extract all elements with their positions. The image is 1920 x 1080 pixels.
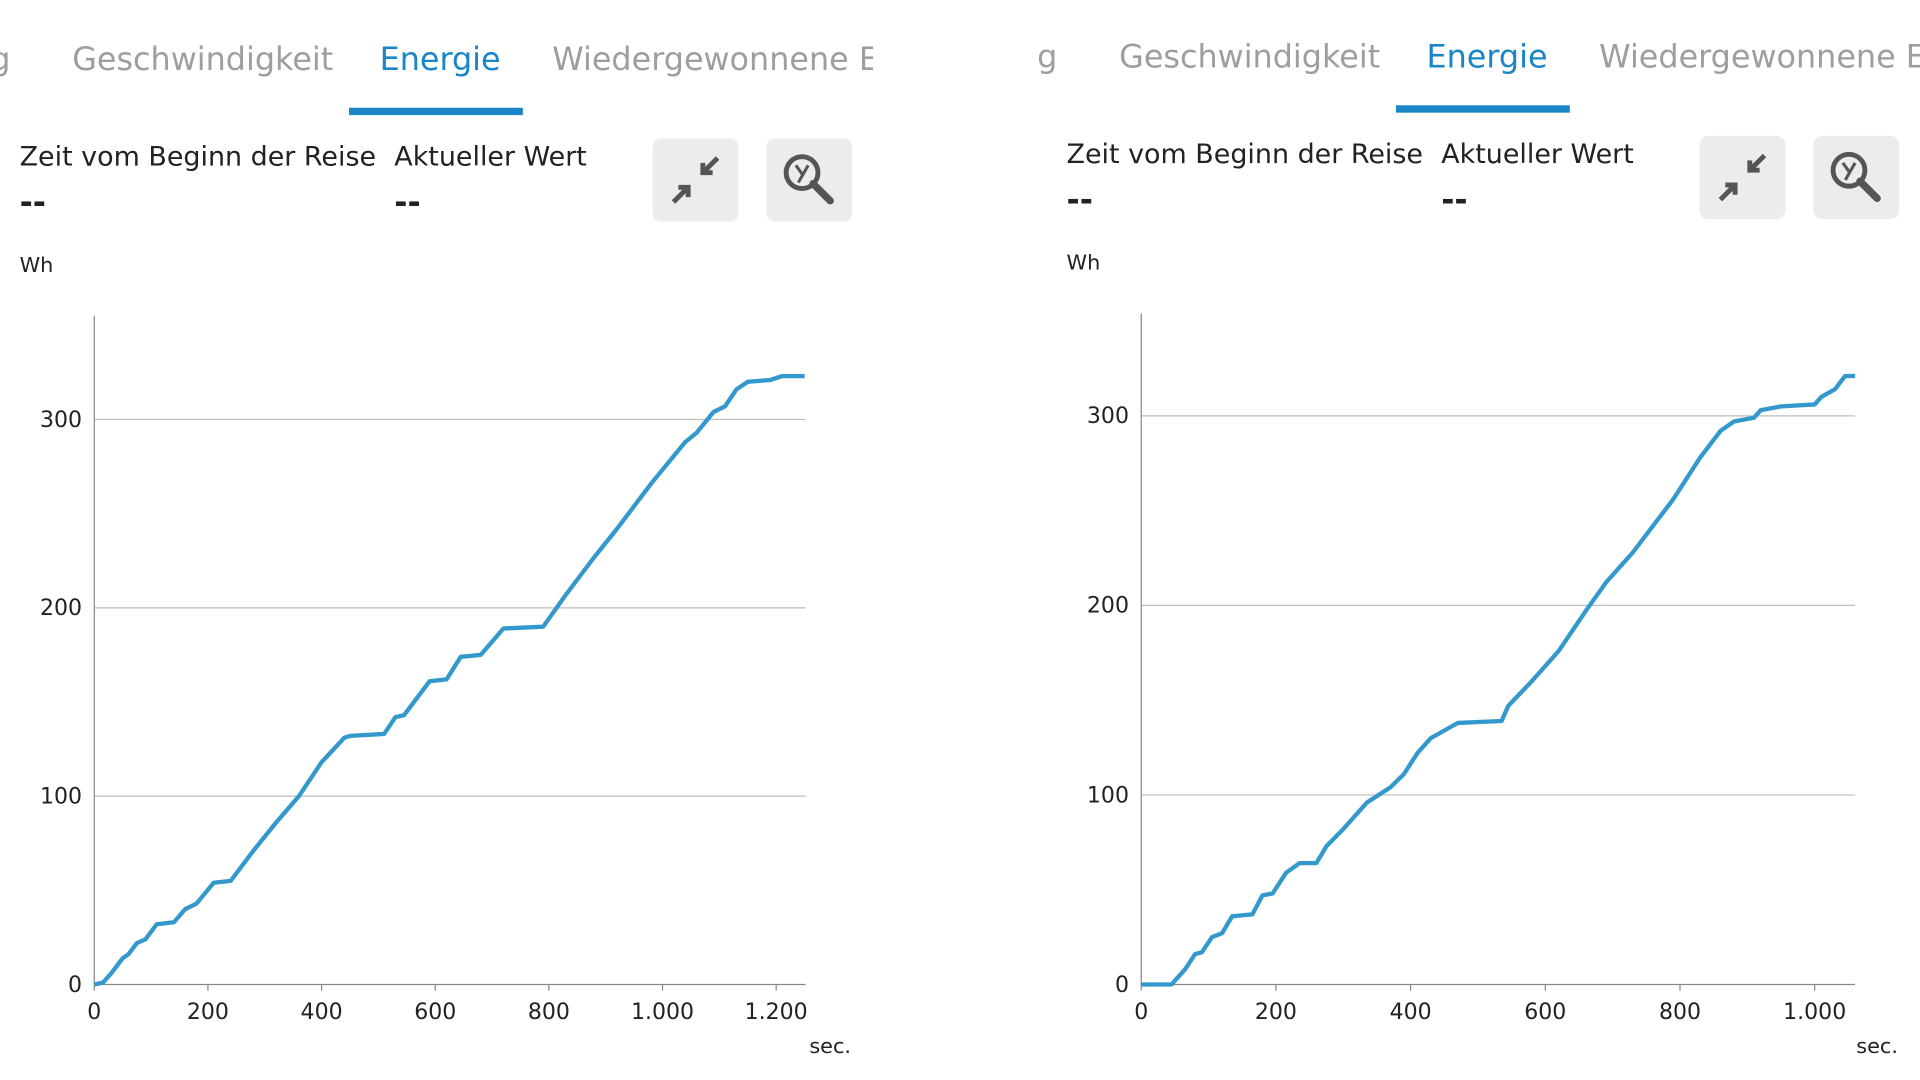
zoom-icon	[794, 164, 810, 184]
label: Zeit vom Beginn der Reise	[1067, 139, 1423, 170]
x-tick-label: 1.200	[745, 1000, 808, 1025]
data-line	[1141, 373, 1856, 987]
y-axis-label: Wh	[20, 253, 54, 277]
collapse-button[interactable]	[1699, 135, 1786, 220]
x-tick-label: 800	[1659, 1000, 1701, 1025]
collapse-icon	[1718, 153, 1767, 202]
x-tick-label: 200	[187, 1000, 229, 1025]
x-tick-label: 600	[1524, 1000, 1566, 1025]
tab[interactable]: Energie	[380, 40, 501, 78]
value: --	[1441, 181, 1467, 219]
tab[interactable]: Geschwindigkeit	[1119, 37, 1380, 75]
tab[interactable]: Wiedergewonnene En	[1599, 37, 1920, 75]
x-tick-label: 1.000	[1783, 1000, 1846, 1025]
label: Zeit vom Beginn der Reise	[20, 141, 376, 172]
zoom-icon	[783, 154, 821, 192]
tab[interactable]: Energie	[1427, 37, 1548, 75]
x-tick-label: 400	[1390, 1000, 1432, 1025]
value: --	[20, 183, 46, 221]
y-tick-label: 300	[40, 408, 82, 433]
tab-bar: g Geschwindigkeit Energie Wiedergewonnene E…	[0, 40, 899, 78]
value: --	[1067, 181, 1093, 219]
zoom-icon	[1830, 151, 1868, 189]
tab-indicator	[348, 107, 523, 116]
collapse-button[interactable]	[652, 138, 739, 222]
y-tick-label: 100	[1087, 783, 1129, 808]
zoom-icon	[1856, 177, 1881, 203]
y-tick-label: 0	[1115, 973, 1129, 998]
y-tick-label: 100	[40, 785, 82, 810]
x-tick-label: 1.000	[631, 1000, 694, 1025]
y-axis-label: Wh	[1067, 250, 1101, 274]
tab[interactable]: g	[0, 40, 10, 78]
y-tick-label: 0	[68, 973, 82, 998]
x-tick-label: 0	[87, 1000, 101, 1025]
collapse-icon	[671, 156, 720, 204]
zoom-icon	[809, 180, 834, 205]
zoom-y-button[interactable]	[1813, 135, 1900, 220]
label: Aktueller Wert	[394, 141, 587, 172]
label: Aktueller Wert	[1441, 139, 1634, 170]
x-tick-label: 0	[1134, 1000, 1148, 1025]
tab-bar: g Geschwindigkeit Energie Wiedergewonnene E…	[1037, 37, 1920, 75]
panel: g Geschwindigkeit Energie Wiedergewonnene E…	[1037, 37, 1920, 1058]
data-line	[93, 374, 805, 987]
y-tick-label: 300	[1087, 404, 1129, 429]
x-axis-label: sec.	[1856, 1034, 1898, 1058]
tab-indicator	[1395, 105, 1570, 113]
zoom-icon	[1841, 161, 1857, 181]
y-tick-label: 200	[40, 596, 82, 621]
x-tick-label: 400	[301, 1000, 343, 1025]
x-tick-label: 200	[1255, 1000, 1297, 1025]
x-tick-label: 800	[528, 1000, 570, 1025]
y-tick-label: 200	[1087, 594, 1129, 619]
x-tick-label: 600	[414, 1000, 456, 1025]
tab[interactable]: Wiedergewonnene En	[552, 40, 899, 78]
value: --	[394, 183, 420, 221]
panel: g Geschwindigkeit Energie Wiedergewonnene E…	[0, 40, 899, 1058]
x-axis-label: sec.	[809, 1034, 851, 1058]
zoom-y-button[interactable]	[766, 138, 853, 222]
tab[interactable]: g	[1037, 37, 1057, 75]
tab[interactable]: Geschwindigkeit	[72, 40, 333, 78]
